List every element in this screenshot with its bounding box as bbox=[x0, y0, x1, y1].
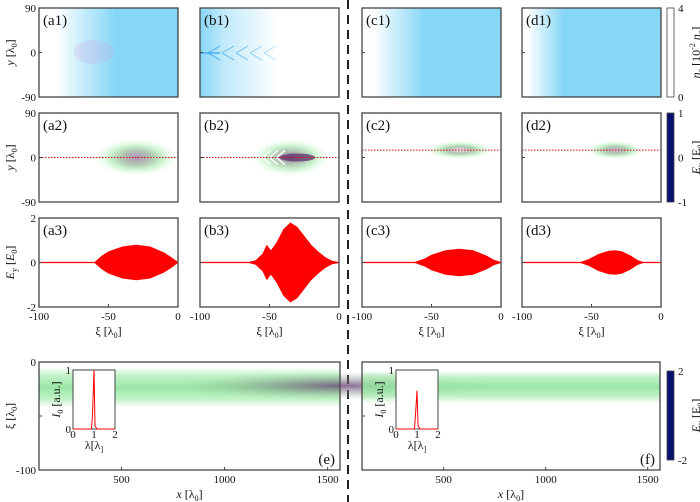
density-map-a1 bbox=[39, 8, 178, 97]
panel-label-c2: (c2) bbox=[366, 118, 390, 134]
y-axis-label: Ey [E0] bbox=[3, 246, 19, 281]
inset-spectrum-line bbox=[73, 369, 115, 430]
panel-label-b3: (b3) bbox=[204, 223, 229, 239]
y-tick-label: 0 bbox=[31, 357, 37, 369]
colorbar-title: Ey [E0] bbox=[689, 399, 700, 434]
electron-filament bbox=[235, 45, 249, 61]
panel-label-e: (e) bbox=[318, 452, 335, 468]
x-tick-label: 1000 bbox=[214, 474, 237, 486]
field-filament bbox=[262, 150, 272, 165]
colorbar-tick-label: -1 bbox=[678, 197, 687, 209]
panel-label-c3: (c3) bbox=[366, 223, 390, 239]
x-tick-label: 0 bbox=[175, 311, 181, 323]
x-tick-label: 0 bbox=[658, 311, 664, 323]
y-axis-label: y [λ0] bbox=[3, 39, 19, 66]
inset-y-axis-label: I0 [a.u.] bbox=[372, 381, 388, 418]
y-tick-label: -90 bbox=[21, 92, 36, 104]
x-axis-label: ξ [λ0] bbox=[418, 324, 444, 340]
inset-x-tick-label: 2 bbox=[435, 429, 441, 441]
x-tick-label: -50 bbox=[584, 311, 599, 323]
density-perturbation bbox=[74, 40, 114, 64]
inset-x-axis-label: λ[λ] bbox=[408, 438, 427, 454]
panel-label-d3: (d3) bbox=[526, 223, 551, 239]
panel-label-b2: (b2) bbox=[204, 118, 229, 134]
colorbar-tick-label: 1 bbox=[678, 108, 684, 120]
panel-label-a2: (a2) bbox=[43, 118, 67, 134]
inset-x-axis-label: λ[λ] bbox=[85, 438, 104, 454]
y-axis-label: y [λ0] bbox=[3, 144, 19, 171]
x-tick-label: 0 bbox=[336, 311, 342, 323]
x-tick-label: -100 bbox=[512, 311, 533, 323]
x-tick-label: -100 bbox=[352, 311, 373, 323]
x-axis-label: ξ [λ0] bbox=[256, 324, 282, 340]
colorbar-tick-label: -2 bbox=[678, 455, 687, 467]
electron-filament bbox=[207, 45, 221, 61]
electron-filament bbox=[221, 45, 235, 61]
colorbar-tick-label: 0 bbox=[678, 92, 684, 104]
inset-x-tick-label: 1 bbox=[414, 429, 420, 441]
y-tick-label: -2 bbox=[27, 302, 36, 314]
panel-label-c1: (c1) bbox=[366, 13, 390, 29]
y-axis-label: ξ [λ0] bbox=[3, 403, 19, 429]
inset-x-tick-label: 1 bbox=[91, 429, 97, 441]
density-map-d1 bbox=[522, 8, 661, 97]
colorbar-title: Ey [E0] bbox=[689, 141, 700, 176]
inset-spectrum-line bbox=[396, 390, 438, 430]
y-tick-label: 0 bbox=[31, 153, 37, 165]
colorbar-tick-label: 2 bbox=[678, 366, 684, 378]
x-tick-label: 500 bbox=[435, 474, 452, 486]
y-tick-label: 2 bbox=[31, 213, 37, 225]
inset-x-tick-label: 0 bbox=[70, 429, 76, 441]
x-tick-label: -50 bbox=[424, 311, 439, 323]
x-tick-label: 1500 bbox=[317, 474, 340, 486]
x-axis-label: x [λ0] bbox=[175, 487, 202, 502]
inset-y-tick-label: 0 bbox=[389, 424, 395, 436]
inset-y-axis-label: I0 [a.u.] bbox=[49, 381, 65, 418]
x-tick-label: -100 bbox=[190, 311, 211, 323]
y-tick-label: 0 bbox=[31, 258, 37, 270]
panel-label-b1: (b1) bbox=[204, 13, 229, 29]
y-tick-label: 90 bbox=[25, 3, 37, 15]
x-tick-label: 0 bbox=[498, 311, 504, 323]
colorbar-ey2 bbox=[666, 370, 675, 461]
inset-y-tick-label: 1 bbox=[389, 365, 395, 377]
inset-x-tick-label: 2 bbox=[112, 429, 118, 441]
x-axis-label: ξ [λ0] bbox=[578, 324, 604, 340]
inset-x-tick-label: 0 bbox=[393, 429, 399, 441]
y-tick-label: 90 bbox=[25, 108, 37, 120]
x-tick-label: -50 bbox=[101, 311, 116, 323]
colorbar-ne bbox=[666, 7, 675, 98]
inset-y-tick-label: 0 bbox=[66, 424, 72, 436]
density-map-c1 bbox=[362, 8, 501, 97]
field-filament bbox=[269, 150, 279, 165]
electron-filament bbox=[249, 45, 263, 61]
panel-label-a3: (a3) bbox=[43, 223, 67, 239]
colorbar-tick-label: 0 bbox=[678, 153, 684, 165]
x-tick-label: 500 bbox=[113, 474, 130, 486]
y-tick-label: -100 bbox=[16, 465, 37, 477]
colorbar-tick-label: 4 bbox=[678, 3, 684, 15]
panel-label-d2: (d2) bbox=[526, 118, 551, 134]
panel-label-d1: (d1) bbox=[526, 13, 551, 29]
x-tick-label: -100 bbox=[29, 311, 50, 323]
panel-label-f: (f) bbox=[640, 452, 655, 468]
x-tick-label: -50 bbox=[262, 311, 277, 323]
panel-label-a1: (a1) bbox=[43, 13, 67, 29]
x-tick-label: 1500 bbox=[637, 474, 660, 486]
electron-filament bbox=[263, 45, 277, 61]
y-tick-label: 0 bbox=[31, 48, 37, 60]
y-tick-label: -90 bbox=[21, 197, 36, 209]
colorbar-title: ne [10-2 nc] bbox=[688, 27, 700, 79]
x-tick-label: 1000 bbox=[535, 474, 558, 486]
colorbar-ey1 bbox=[666, 112, 675, 203]
field-filament bbox=[275, 150, 286, 165]
x-axis-label: x [λ0] bbox=[497, 487, 524, 502]
x-axis-label: ξ [λ0] bbox=[95, 324, 121, 340]
inset-y-tick-label: 1 bbox=[66, 365, 72, 377]
